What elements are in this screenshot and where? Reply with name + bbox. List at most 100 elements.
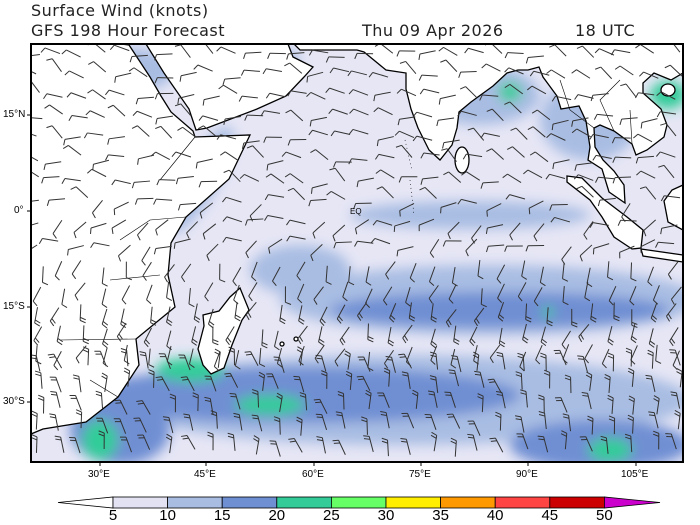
wind-barb bbox=[393, 220, 411, 232]
wind-barb bbox=[639, 186, 657, 200]
wind-barb bbox=[356, 177, 374, 188]
wind-barb bbox=[440, 202, 457, 214]
wind-barb bbox=[61, 178, 81, 184]
wind-barb bbox=[264, 215, 284, 221]
wind-barb bbox=[495, 391, 506, 409]
wind-barb bbox=[153, 198, 173, 205]
wind-barb bbox=[595, 66, 613, 80]
wind-barb bbox=[387, 326, 394, 347]
wind-barb bbox=[647, 266, 654, 287]
wind-barb bbox=[61, 288, 68, 309]
wind-barb bbox=[418, 50, 436, 60]
wind-barb bbox=[72, 374, 82, 393]
wind-barb bbox=[128, 67, 148, 78]
wind-barb bbox=[308, 49, 329, 56]
wind-barb bbox=[31, 133, 37, 137]
wind-barb bbox=[169, 393, 176, 413]
wind-barb bbox=[150, 306, 157, 326]
wind-barb bbox=[155, 376, 170, 392]
wind-barb bbox=[333, 161, 352, 168]
wind-barb bbox=[252, 389, 260, 408]
lon-label-60e: 60°E bbox=[302, 469, 324, 480]
wind-barb bbox=[376, 186, 394, 199]
wind-barb bbox=[69, 436, 81, 454]
wind-barb bbox=[448, 284, 457, 304]
wind-barb bbox=[87, 168, 107, 178]
wind-barb bbox=[571, 128, 591, 138]
wind-barb bbox=[674, 410, 681, 430]
wind-barb bbox=[539, 266, 546, 287]
wind-barb bbox=[113, 201, 129, 216]
wind-barb bbox=[251, 414, 263, 432]
wind-barb bbox=[474, 370, 485, 388]
wind-barb bbox=[73, 221, 87, 239]
wind-barb bbox=[549, 204, 568, 211]
wind-barb bbox=[266, 373, 279, 389]
wind-barb bbox=[505, 194, 526, 200]
wind-barb bbox=[188, 288, 195, 308]
wind-barb bbox=[178, 354, 191, 371]
wind-barb bbox=[496, 264, 506, 284]
wind-barb bbox=[345, 370, 353, 390]
wind-barb bbox=[139, 351, 149, 369]
wind-barb bbox=[296, 261, 306, 281]
wind-barb bbox=[49, 307, 60, 327]
wind-barb bbox=[66, 92, 87, 99]
wind-barb bbox=[263, 136, 282, 143]
arabia-asia-coast bbox=[145, 44, 683, 205]
wind-barb bbox=[83, 132, 104, 139]
wind-barb bbox=[142, 261, 152, 281]
wind-barb bbox=[202, 223, 217, 240]
wind-barb bbox=[342, 281, 349, 302]
wind-barb bbox=[284, 173, 304, 184]
wind-barb bbox=[579, 436, 593, 452]
wind-barb bbox=[329, 167, 346, 182]
wind-barb bbox=[286, 52, 305, 60]
wind-barb bbox=[34, 307, 41, 327]
wind-barb bbox=[600, 435, 609, 454]
wind-barb bbox=[155, 219, 169, 236]
wind-barb bbox=[400, 438, 411, 455]
wind-barb bbox=[419, 88, 440, 95]
wind-barb bbox=[506, 146, 525, 158]
wind-barb bbox=[121, 285, 131, 305]
wind-barb bbox=[604, 373, 611, 393]
wind-barb bbox=[272, 266, 281, 287]
wind-barb bbox=[467, 433, 478, 451]
wind-barb bbox=[46, 125, 63, 139]
wind-barb bbox=[467, 127, 485, 141]
wind-barb bbox=[636, 170, 656, 179]
model-forecast-label: GFS 198 Hour Forecast bbox=[31, 21, 226, 40]
wind-barb bbox=[551, 95, 572, 102]
wind-barb bbox=[222, 216, 243, 223]
wind-barb bbox=[328, 108, 348, 115]
wind-barb bbox=[31, 117, 43, 120]
wind-barb bbox=[367, 323, 374, 343]
wind-barb bbox=[243, 51, 262, 59]
wind-barb bbox=[528, 200, 544, 215]
wind-barb bbox=[546, 69, 566, 79]
wind-barb bbox=[344, 350, 351, 370]
wind-barb bbox=[101, 372, 108, 392]
wind-barb bbox=[610, 49, 631, 56]
wind-barb bbox=[120, 348, 129, 367]
wind-barb bbox=[68, 115, 88, 122]
wind-barb bbox=[477, 260, 484, 280]
wind-barb bbox=[477, 393, 484, 413]
wind-barb bbox=[635, 92, 655, 99]
wind-barb bbox=[244, 351, 259, 367]
wind-barb bbox=[457, 198, 477, 205]
wind-barb bbox=[630, 323, 638, 344]
wind-barb bbox=[174, 103, 192, 117]
wind-barb bbox=[553, 349, 567, 366]
wind-barb bbox=[228, 346, 236, 366]
wind-barb bbox=[253, 435, 260, 455]
wind-barb bbox=[173, 238, 191, 249]
wind-barb bbox=[408, 302, 416, 322]
wind-barb bbox=[373, 91, 391, 102]
wind-barb bbox=[504, 67, 524, 75]
wind-barb bbox=[265, 173, 285, 184]
wind-barb bbox=[284, 286, 292, 305]
wind-barb bbox=[480, 132, 500, 139]
wind-barb bbox=[438, 94, 456, 105]
